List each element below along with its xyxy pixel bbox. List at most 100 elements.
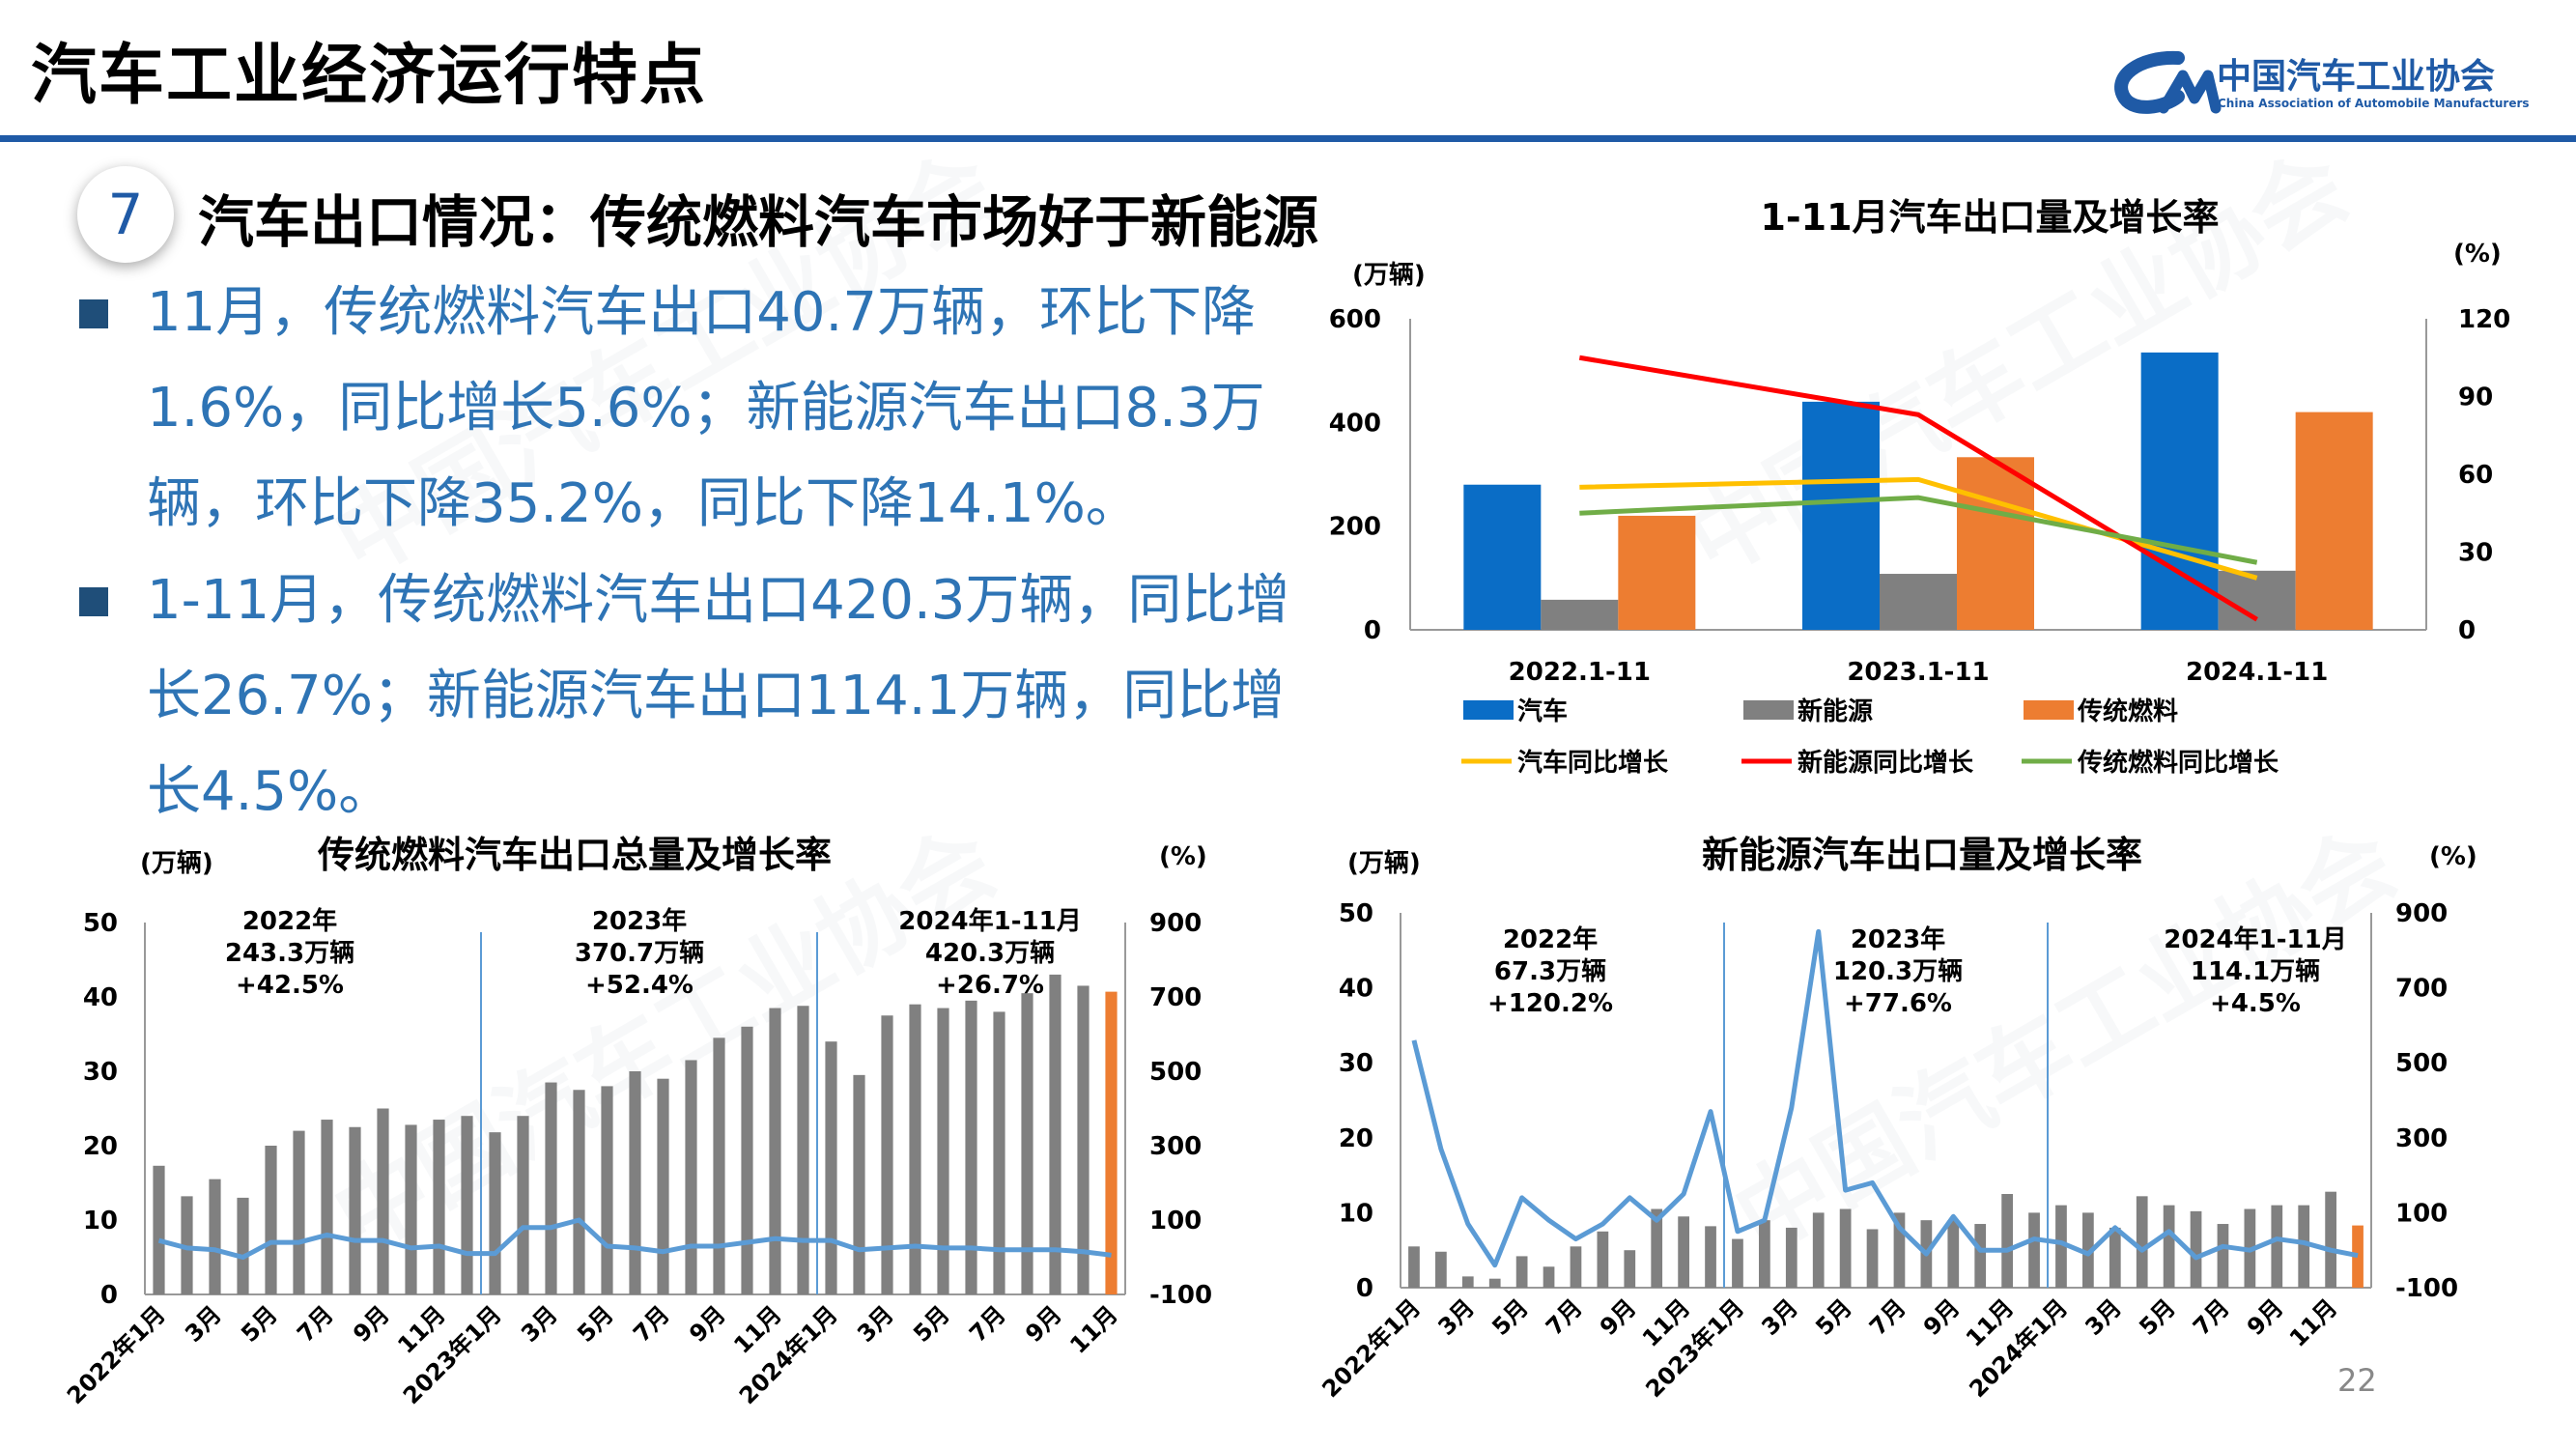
x-tick-label: 3月 bbox=[1756, 1293, 1803, 1341]
bar-monthly bbox=[713, 1037, 725, 1294]
y-tick-left: 0 bbox=[1356, 1274, 1373, 1303]
y-axis-right-unit: (%) bbox=[1159, 842, 1207, 871]
logo-name-en: China Association of Automobile Manufact… bbox=[2218, 97, 2530, 110]
legend-label: 汽车 bbox=[1517, 696, 1568, 726]
x-tick-label: 3月 bbox=[852, 1300, 899, 1348]
legend-swatch bbox=[2024, 700, 2074, 720]
summary-chart: 1-11月汽车出口量及增长率 (万辆) (%) 600 400 200 0 120 90 60 30… bbox=[1329, 196, 2511, 778]
annotation-growth: +42.5% bbox=[236, 971, 344, 1000]
chart-title: 传统燃料汽车出口总量及增长率 bbox=[317, 834, 832, 876]
x-tick-label: 5月 bbox=[1810, 1293, 1857, 1341]
bar-monthly bbox=[1839, 1208, 1852, 1288]
y-tick-right: -100 bbox=[2395, 1274, 2458, 1303]
bar-monthly bbox=[2001, 1194, 2013, 1288]
x-tick-label: 11月 bbox=[2284, 1293, 2342, 1351]
y-tick-right: 500 bbox=[1149, 1058, 1202, 1087]
annotation-year: 2022年 bbox=[1503, 924, 1598, 954]
annotation-amount: 114.1万辆 bbox=[2191, 957, 2320, 986]
bullet-text-2: 1-11月，传统燃料汽车出口420.3万辆，同比增长26.7%；新能源汽车出口1… bbox=[147, 569, 1290, 823]
y-axis-right-unit: (%) bbox=[2453, 240, 2502, 269]
y-tick-right: 60 bbox=[2458, 461, 2493, 490]
y-tick-left: 40 bbox=[83, 983, 118, 1012]
x-tick-label: 7月 bbox=[1541, 1293, 1588, 1341]
y-tick-left: 50 bbox=[1339, 899, 1373, 928]
y-tick-left: 30 bbox=[83, 1058, 118, 1087]
annotation-growth: +26.7% bbox=[936, 971, 1044, 1000]
bar-ice bbox=[1618, 515, 1696, 630]
bar-monthly bbox=[769, 1008, 781, 1294]
annotation-year: 2022年 bbox=[242, 906, 337, 936]
y-tick-left: 0 bbox=[100, 1281, 118, 1310]
y-tick-left: 40 bbox=[1339, 975, 1373, 1004]
ice-growth-line bbox=[1579, 495, 2258, 565]
x-tick-label: 7月 bbox=[964, 1300, 1011, 1348]
bar-monthly bbox=[2028, 1212, 2040, 1288]
x-tick-label: 2022年1月 bbox=[62, 1300, 171, 1409]
ice-export-chart: 传统燃料汽车出口总量及增长率(万辆) (%)5040302010090070050… bbox=[62, 834, 1212, 1409]
bar-monthly bbox=[853, 1074, 865, 1294]
bar-monthly bbox=[1515, 1256, 1528, 1288]
bar-monthly bbox=[377, 1108, 389, 1294]
y-tick-left: 20 bbox=[1339, 1124, 1373, 1153]
bar-monthly bbox=[1974, 1224, 1987, 1288]
x-tick-label: 9月 bbox=[2242, 1293, 2289, 1341]
bar-monthly bbox=[1759, 1220, 1770, 1288]
y-tick-right: 700 bbox=[1149, 983, 1202, 1012]
x-tick-label: 3月 bbox=[2080, 1293, 2127, 1341]
y-axis-left-unit: (万辆) bbox=[1352, 261, 1426, 290]
bar-monthly bbox=[1947, 1220, 1960, 1288]
x-tick-label: 2022年1月 bbox=[1316, 1293, 1426, 1403]
y-tick-left: 0 bbox=[1364, 616, 1381, 645]
chart-title: 新能源汽车出口量及增长率 bbox=[1702, 834, 2142, 876]
y-tick-right: 90 bbox=[2458, 384, 2493, 412]
bar-monthly bbox=[2082, 1212, 2094, 1288]
nev-export-chart: 新能源汽车出口量及增长率(万辆) (%)504030201009007005003… bbox=[1316, 834, 2477, 1403]
bar-ice bbox=[2295, 412, 2373, 630]
annotation-year: 2023年 bbox=[592, 906, 687, 936]
bar-monthly bbox=[657, 1078, 669, 1294]
section-heading: 汽车出口情况：传统燃料汽车市场好于新能源 bbox=[198, 189, 1319, 255]
bar-monthly bbox=[601, 1086, 613, 1294]
bar-monthly bbox=[685, 1060, 697, 1294]
y-tick-right: 300 bbox=[1149, 1132, 1202, 1161]
annotation-growth: +52.4% bbox=[585, 971, 694, 1000]
legend-label: 传统燃料 bbox=[2077, 696, 2178, 726]
y-tick-left: 600 bbox=[1329, 305, 1381, 334]
bar-total bbox=[1802, 401, 1880, 630]
y-tick-left: 50 bbox=[83, 909, 118, 938]
bar-monthly bbox=[461, 1116, 473, 1294]
bar-monthly bbox=[2055, 1205, 2067, 1288]
x-tick-label: 2024.1-11 bbox=[2186, 658, 2328, 687]
bar-monthly bbox=[489, 1132, 501, 1294]
x-tick-label: 9月 bbox=[1918, 1293, 1966, 1341]
bar-monthly bbox=[909, 1004, 921, 1294]
legend-label: 新能源 bbox=[1798, 696, 1873, 726]
legend-label: 新能源同比增长 bbox=[1798, 748, 1974, 778]
bullet-marker bbox=[79, 299, 108, 328]
bar-ice bbox=[1957, 457, 2034, 630]
bar-monthly bbox=[181, 1196, 193, 1294]
bar-monthly bbox=[1732, 1238, 1743, 1288]
bar-monthly bbox=[1543, 1266, 1555, 1288]
y-tick-left: 20 bbox=[83, 1132, 118, 1161]
x-tick-label: 5月 bbox=[908, 1300, 955, 1348]
y-axis-left-unit: (万辆) bbox=[1347, 849, 1421, 878]
bar-monthly bbox=[965, 1000, 977, 1294]
y-tick-left: 200 bbox=[1329, 513, 1381, 542]
x-tick-label: 11月 bbox=[1064, 1300, 1122, 1358]
bar-nev bbox=[1541, 599, 1619, 630]
legend-swatch bbox=[1463, 700, 1514, 720]
logo-name-cn: 中国汽车工业协会 bbox=[2217, 57, 2496, 97]
bar-monthly bbox=[2298, 1205, 2310, 1288]
x-tick-label: 2023.1-11 bbox=[1847, 658, 1989, 687]
legend-label: 汽车同比增长 bbox=[1517, 748, 1669, 778]
bar-monthly bbox=[2217, 1224, 2229, 1288]
bar-monthly bbox=[1597, 1231, 1609, 1288]
x-tick-label: 5月 bbox=[1486, 1293, 1534, 1341]
y-tick-right: 120 bbox=[2458, 305, 2510, 334]
bar-monthly bbox=[265, 1146, 277, 1294]
bar-monthly bbox=[1893, 1212, 1906, 1288]
bar-monthly bbox=[1651, 1208, 1663, 1288]
bar-monthly bbox=[2325, 1191, 2336, 1288]
bar-total bbox=[1463, 484, 1542, 630]
